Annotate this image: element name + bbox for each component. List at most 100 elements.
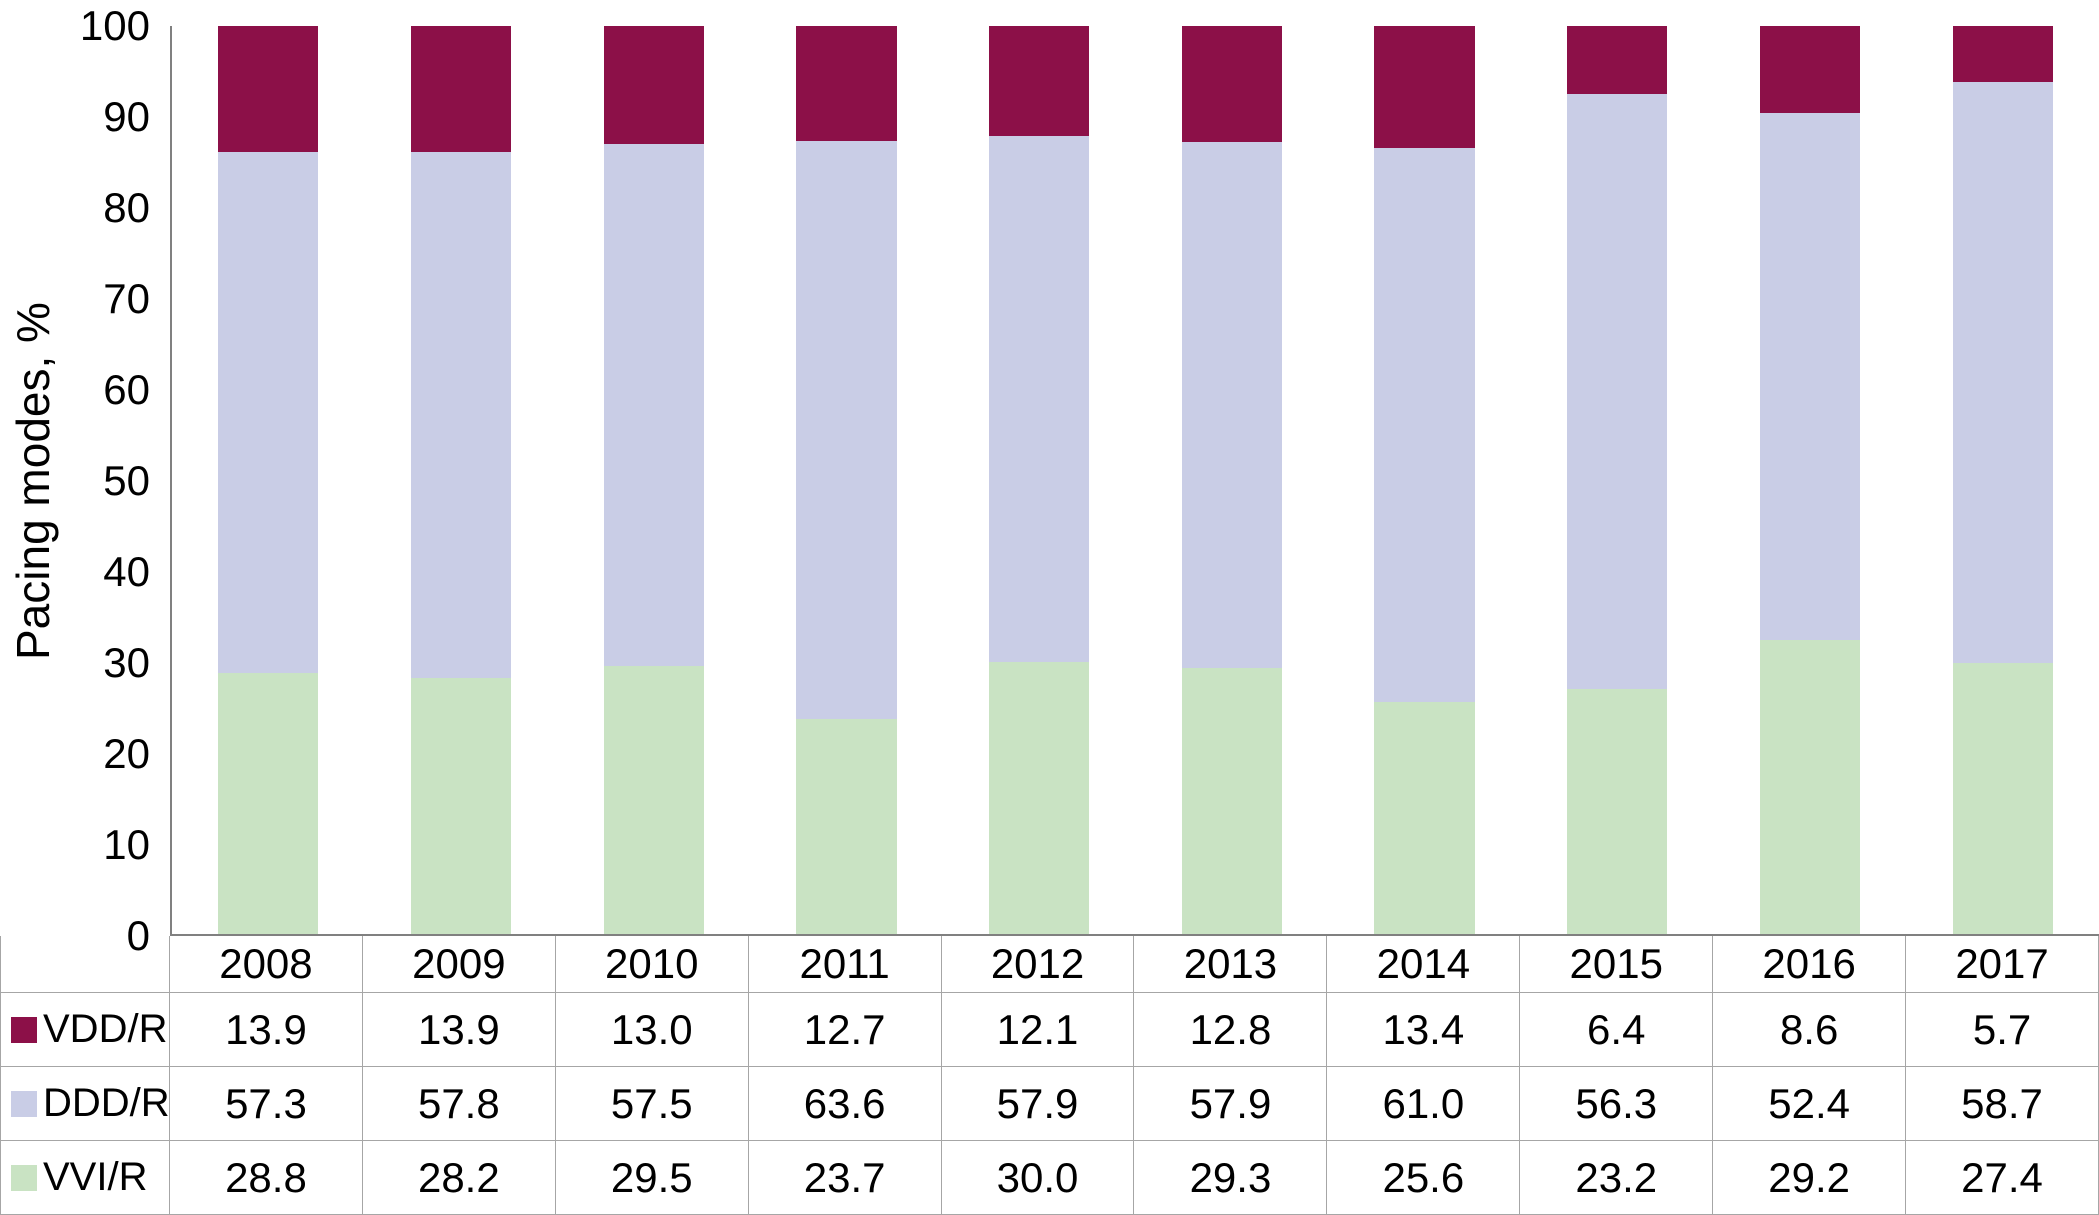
row-label-vddr: VDD/R [11, 1007, 167, 1052]
bar-column-2010 [557, 26, 750, 934]
year-label-2008: 2008 [170, 936, 363, 993]
bar-segment-vddr-2010 [603, 26, 704, 145]
year-label-2013: 2013 [1134, 936, 1328, 993]
legend-swatch-vvir [11, 1164, 37, 1191]
bar-segment-dddr-2013 [1181, 142, 1282, 668]
y-tick-label-60: 60 [103, 366, 150, 413]
table-cell-vddr-2009: 13.9 [362, 993, 556, 1067]
y-tick-label-70: 70 [103, 275, 150, 322]
stacked-bar-2017 [1952, 26, 2053, 934]
bar-segment-vvir-2011 [796, 718, 897, 934]
bar-segment-vvir-2014 [1374, 701, 1475, 934]
table-cell-vddr-2017: 5.7 [1906, 993, 2099, 1067]
stacked-bar-2008 [218, 26, 319, 934]
bar-segment-dddr-2015 [1567, 93, 1668, 689]
year-label-2011: 2011 [748, 936, 942, 993]
table-cell-vddr-2013: 12.8 [1134, 993, 1328, 1067]
y-tick-label-0: 0 [126, 912, 150, 959]
y-tick-label-100: 100 [79, 2, 150, 49]
table-cell-vddr-2011: 12.7 [748, 993, 942, 1067]
y-tick-label-30: 30 [103, 639, 150, 686]
plot-area [170, 26, 2099, 936]
table-corner-cell [0, 936, 170, 993]
bar-segment-dddr-2012 [989, 135, 1090, 662]
bar-column-2013 [1136, 26, 1329, 934]
table-cell-vvir-2014: 25.6 [1327, 1141, 1521, 1215]
data-table: 2008 2009 2010 2011 2012 2013 2014 2015 2016 2017… [0, 936, 2099, 1215]
row-header-dddr: DDD/R [0, 1067, 170, 1141]
table-cell-vddr-2016: 8.6 [1713, 993, 1907, 1067]
row-label-vvir: VVI/R [11, 1155, 147, 1200]
bar-segment-dddr-2011 [796, 141, 897, 719]
stacked-bar-2012 [989, 26, 1090, 934]
table-cell-vvir-2010: 29.5 [555, 1141, 749, 1215]
stacked-bar-2013 [1181, 26, 1282, 934]
bar-segment-vddr-2011 [796, 26, 897, 142]
bar-column-2014 [1328, 26, 1521, 934]
table-cell-dddr-2008: 57.3 [170, 1067, 363, 1141]
bar-segment-dddr-2009 [410, 152, 512, 678]
bar-column-2009 [365, 26, 558, 934]
bar-column-2012 [943, 26, 1136, 934]
stacked-bar-2016 [1759, 26, 1861, 934]
stacked-bar-2010 [603, 26, 704, 934]
table-cell-vvir-2012: 30.0 [941, 1141, 1135, 1215]
legend-swatch-dddr [11, 1090, 37, 1117]
table-cell-dddr-2012: 57.9 [941, 1067, 1135, 1141]
table-cell-vvir-2016: 29.2 [1713, 1141, 1907, 1215]
table-cell-dddr-2015: 56.3 [1520, 1067, 1714, 1141]
bar-segment-dddr-2010 [603, 144, 704, 667]
table-cell-dddr-2014: 61.0 [1327, 1067, 1521, 1141]
table-cell-vvir-2009: 28.2 [362, 1141, 556, 1215]
bar-segment-dddr-2014 [1374, 147, 1475, 702]
bar-segment-vddr-2009 [410, 26, 512, 153]
year-label-2017: 2017 [1906, 936, 2099, 993]
table-cell-dddr-2010: 57.5 [555, 1067, 749, 1141]
bar-segment-vvir-2015 [1567, 688, 1668, 934]
table-cell-vddr-2014: 13.4 [1327, 993, 1521, 1067]
legend-swatch-vddr [11, 1016, 37, 1043]
table-cell-vddr-2015: 6.4 [1520, 993, 1714, 1067]
row-header-vvir: VVI/R [0, 1141, 170, 1215]
year-label-2009: 2009 [362, 936, 556, 993]
row-label-text-dddr: DDD/R [43, 1081, 170, 1125]
year-label-2012: 2012 [941, 936, 1135, 993]
bar-segment-vvir-2010 [603, 666, 704, 934]
table-cell-vvir-2017: 27.4 [1906, 1141, 2099, 1215]
y-tick-label-20: 20 [103, 730, 150, 777]
table-cell-vvir-2015: 23.2 [1520, 1141, 1714, 1215]
table-cell-vddr-2012: 12.1 [941, 993, 1135, 1067]
table-cell-dddr-2016: 52.4 [1713, 1067, 1907, 1141]
y-tick-label-90: 90 [103, 93, 150, 140]
row-label-dddr: DDD/R [11, 1081, 170, 1126]
bar-column-2008 [172, 26, 365, 934]
bar-segment-vddr-2015 [1567, 26, 1668, 94]
bar-segment-vvir-2009 [410, 677, 512, 934]
bar-segment-dddr-2008 [218, 152, 319, 673]
bar-segment-vvir-2008 [218, 672, 319, 934]
bar-segment-vddr-2017 [1952, 26, 2053, 83]
bar-segment-dddr-2017 [1952, 82, 2053, 663]
table-cell-dddr-2013: 57.9 [1134, 1067, 1328, 1141]
bar-segment-vddr-2014 [1374, 26, 1475, 148]
y-axis-ticks: 100 90 80 70 60 50 40 30 20 10 0 [0, 5, 150, 957]
bar-segment-vvir-2012 [989, 661, 1090, 934]
bar-segment-vddr-2016 [1759, 26, 1861, 113]
table-cell-vvir-2008: 28.8 [170, 1141, 363, 1215]
year-label-2014: 2014 [1327, 936, 1521, 993]
bar-segment-vvir-2013 [1181, 667, 1282, 934]
row-header-vddr: VDD/R [0, 993, 170, 1067]
bar-segment-vddr-2013 [1181, 26, 1282, 143]
stacked-bar-2014 [1374, 26, 1475, 934]
stacked-bar-2011 [796, 26, 897, 934]
bar-segment-vddr-2008 [218, 26, 319, 153]
table-cell-vddr-2008: 13.9 [170, 993, 363, 1067]
y-tick-label-40: 40 [103, 548, 150, 595]
table-cell-dddr-2017: 58.7 [1906, 1067, 2099, 1141]
bar-segment-vvir-2017 [1952, 663, 2053, 934]
year-label-2010: 2010 [555, 936, 749, 993]
table-cell-dddr-2009: 57.8 [362, 1067, 556, 1141]
stacked-bar-2015 [1567, 26, 1668, 934]
plot-region: Pacing modes, % 100 90 80 70 60 50 40 30 20 10 0 [0, 5, 2099, 957]
